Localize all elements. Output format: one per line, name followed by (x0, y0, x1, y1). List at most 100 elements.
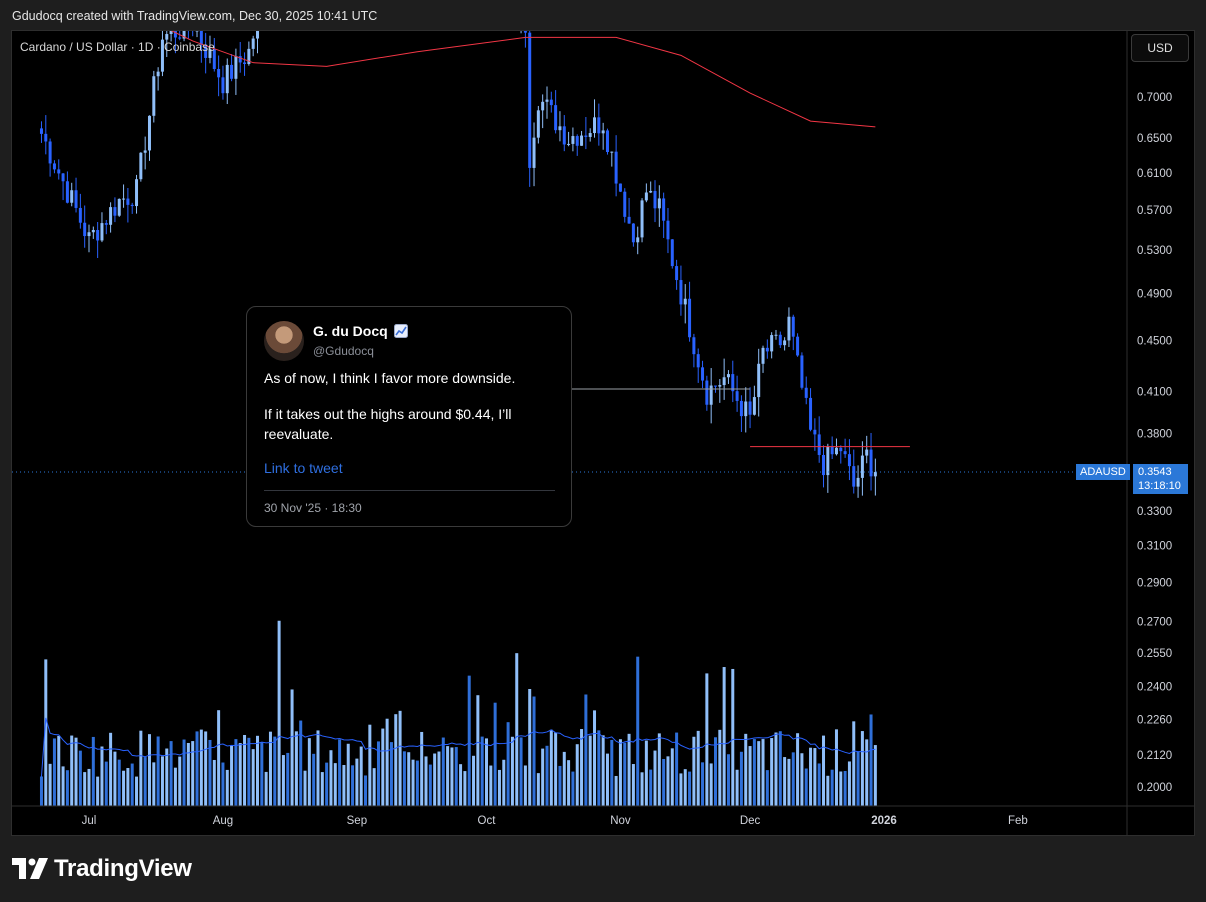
volume-bar (800, 753, 804, 806)
volume-bar (796, 733, 800, 806)
candle (44, 115, 48, 155)
candle-body (147, 115, 151, 151)
volume-bar (441, 737, 445, 806)
y-tick-label: 0.2900 (1137, 577, 1172, 589)
tradingview-logo[interactable]: TradingView (12, 855, 192, 883)
candle (187, 31, 189, 39)
volume-bar (696, 730, 700, 806)
candle (442, 0, 445, 4)
candle (852, 449, 856, 494)
volume-bar (774, 732, 778, 806)
candle (757, 348, 761, 417)
tweet-link[interactable]: Link to tweet (264, 460, 343, 476)
candle-body (238, 56, 242, 63)
candle-body (247, 48, 251, 64)
plot-area (39, 0, 910, 806)
volume-bar (113, 751, 117, 806)
candle (536, 105, 540, 144)
candle-body (390, 0, 393, 11)
x-tick-label: Feb (1008, 815, 1028, 827)
volume-bar (87, 768, 91, 806)
candle-body (39, 128, 43, 134)
candle-body (152, 76, 156, 116)
candle (515, 0, 518, 25)
candle-body (856, 477, 860, 487)
candle (390, 0, 393, 11)
volume-bar (649, 769, 653, 806)
candle (739, 395, 743, 432)
candle-body (160, 39, 164, 72)
tweet-text-line-1: As of now, I think I favor more downside… (264, 370, 516, 386)
candle (636, 226, 640, 255)
candle-body (199, 31, 203, 45)
candle (817, 416, 821, 463)
candle-body (173, 31, 177, 38)
candle-body (847, 454, 851, 467)
candle (217, 55, 221, 97)
volume-bar (843, 770, 847, 806)
volume-bar (757, 741, 761, 806)
candle (446, 0, 449, 4)
volume-bar (398, 710, 402, 806)
candle (100, 212, 104, 243)
tweet-card[interactable]: G. du Docq @Gdudocq As of now, I think I… (246, 306, 572, 527)
candle-body (485, 0, 488, 3)
candle (192, 31, 194, 37)
volume-bar (78, 750, 82, 806)
candle (355, 0, 358, 20)
candle (865, 435, 869, 464)
volume-bar (191, 741, 195, 806)
volume-bar (130, 763, 134, 806)
avatar[interactable] (264, 321, 304, 361)
candle (822, 445, 826, 488)
candle-body (774, 334, 778, 336)
symbol-title[interactable]: Cardano / US Dollar · 1D · Coinbase (20, 40, 215, 54)
candle (796, 333, 800, 357)
tweet-author-name[interactable]: G. du Docq (313, 323, 408, 339)
candle-body (502, 0, 505, 3)
volume-bar (683, 769, 687, 806)
candle-body (528, 32, 532, 168)
volume-bar (752, 739, 756, 806)
candle (618, 183, 622, 193)
candle-body (494, 12, 497, 13)
candle (731, 360, 735, 403)
volume-bar (415, 760, 419, 806)
chart-frame[interactable] (11, 30, 1195, 836)
candle (813, 418, 817, 451)
candle (83, 205, 87, 248)
volume-bar (467, 675, 471, 806)
candle-body (498, 0, 501, 12)
moving-average-line (170, 31, 876, 128)
currency-button[interactable]: USD (1131, 34, 1189, 62)
candle-body (657, 198, 661, 209)
candle-body (74, 190, 78, 208)
volume-bar (640, 772, 644, 806)
volume-bar (355, 758, 359, 806)
volume-bar (303, 770, 307, 806)
candle-body (355, 0, 358, 4)
candle-body (520, 11, 523, 25)
candle-body (195, 31, 199, 32)
candle (407, 0, 410, 12)
candle-body (605, 130, 609, 153)
volume-bar (428, 764, 432, 806)
volume-bar (104, 761, 108, 806)
candle-body (204, 44, 208, 58)
candle (562, 115, 566, 152)
candle (692, 333, 696, 368)
candle-body (817, 434, 821, 455)
candle (368, 0, 371, 2)
volume-bar (489, 765, 493, 806)
candle-body (234, 56, 238, 79)
last-price-value: 0.3543 (1138, 466, 1172, 478)
candle-body (575, 136, 579, 146)
candle (87, 224, 91, 253)
candle-body (243, 62, 247, 64)
tweet-handle[interactable]: @Gdudocq (313, 344, 374, 358)
candle-body (476, 0, 479, 3)
candle (342, 0, 345, 20)
candle (48, 138, 52, 177)
candle (761, 345, 765, 373)
